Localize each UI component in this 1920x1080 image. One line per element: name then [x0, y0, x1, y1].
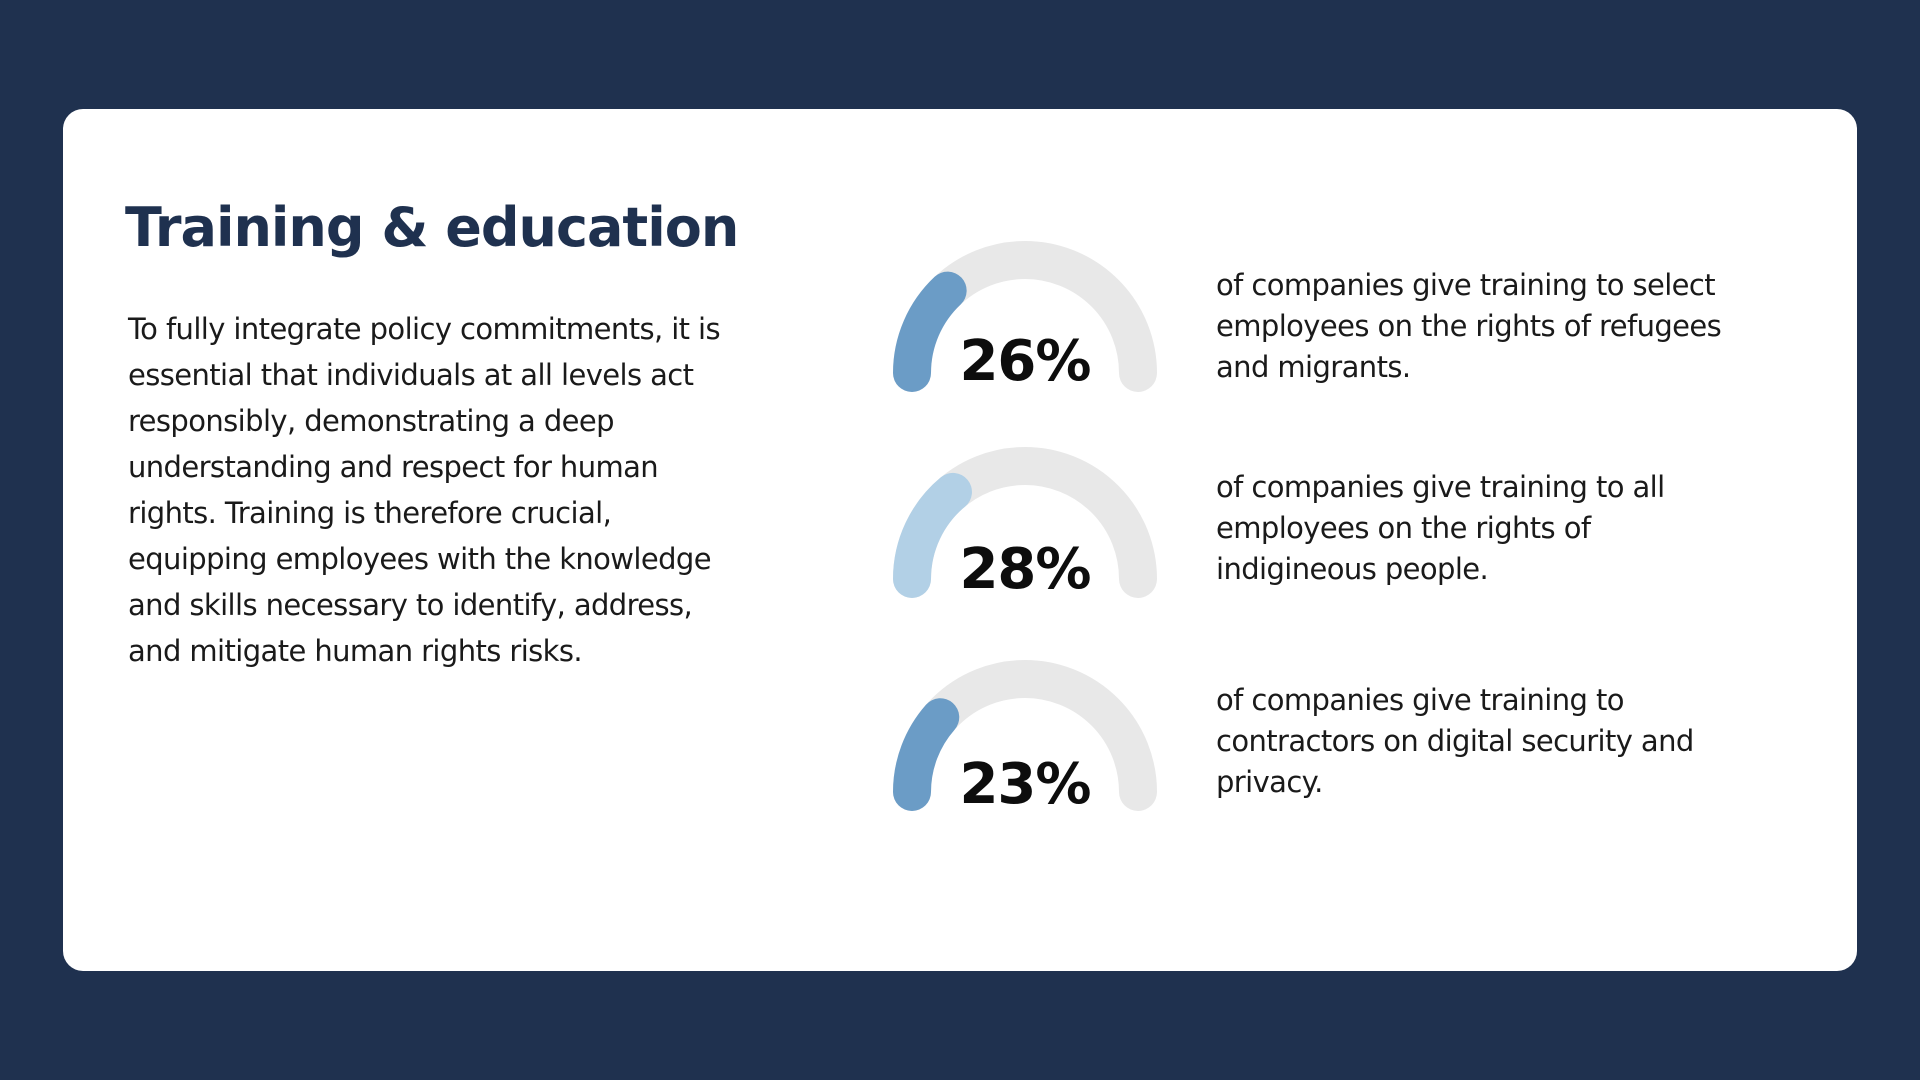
gauge-chart	[893, 660, 1157, 811]
stat-value: 23%	[959, 752, 1091, 817]
page-title: Training & education	[125, 196, 739, 259]
gauge-digital-security: 23%	[890, 660, 1160, 817]
stat-description: of companies give training to select emp…	[1216, 268, 1722, 384]
stat-value: 28%	[959, 537, 1091, 602]
gauge-fill	[893, 271, 967, 392]
stat-description: of companies give training to all employ…	[1216, 470, 1665, 586]
stat-value: 26%	[959, 329, 1091, 394]
stat-description: of companies give training to contractor…	[1216, 683, 1694, 799]
gauge-fill	[893, 698, 960, 811]
gauge-refugees-migrants: 26%	[890, 241, 1160, 395]
gauge-indigenous-people: 28%	[890, 447, 1160, 602]
intro-paragraph: To fully integrate policy commitments, i…	[128, 312, 721, 668]
gauge-fill	[893, 472, 972, 598]
gauge-chart	[893, 447, 1157, 598]
gauge-chart	[893, 241, 1157, 392]
content-card	[63, 109, 1857, 971]
